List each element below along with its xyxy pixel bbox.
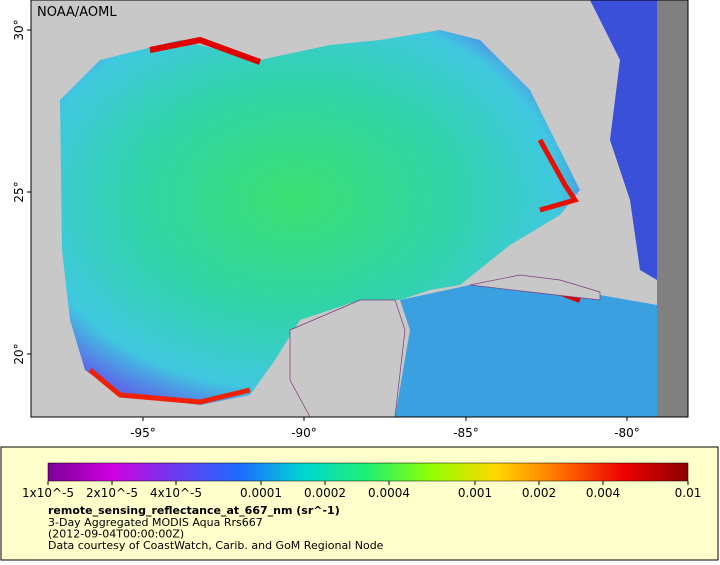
credit: NOAA/AOML	[37, 5, 117, 20]
color-bar	[47, 462, 689, 482]
coastal-high	[537, 138, 579, 213]
caption-line: 3-Day Aggregated MODIS Aqua Rrs667	[48, 516, 263, 529]
colorbar-label: 0.01	[675, 486, 702, 500]
colorbar-label: 0.001	[458, 486, 492, 500]
lat-label: 25°	[12, 181, 26, 202]
land	[289, 274, 601, 418]
colorbar-label: 0.0002	[304, 486, 346, 500]
colorbar-label: 0.004	[586, 486, 620, 500]
colorbar-label: 4x10^-5	[150, 486, 202, 500]
map-border	[30, 0, 689, 418]
lon-label: -80°	[614, 426, 640, 440]
ocean	[60, 0, 688, 417]
atlantic	[590, 0, 657, 280]
colorbar-label: 0.002	[522, 486, 556, 500]
caption-line: Data courtesy of CoastWatch, Carib. and …	[48, 539, 384, 552]
colorbar-label: 0.0001	[240, 486, 282, 500]
gulf	[60, 30, 580, 405]
lon-label: -85°	[453, 426, 479, 440]
caption-line: (2012-09-04T00:00:00Z)	[48, 528, 184, 541]
variable-name: remote_sensing_reflectance_at_667_nm (sr…	[48, 504, 340, 517]
lon-label: -90°	[291, 426, 317, 440]
lon-label: -95°	[130, 426, 156, 440]
coastal-high	[149, 36, 262, 65]
colorbar-label: 1x10^-5	[22, 486, 74, 500]
lat-label: 30°	[12, 19, 26, 40]
colorbar-label: 0.0004	[368, 486, 410, 500]
caribbean	[395, 285, 657, 417]
coastal-high	[88, 368, 251, 405]
colorbar-label: 2x10^-5	[86, 486, 138, 500]
no-data-strip	[657, 0, 688, 417]
lat-label: 20°	[12, 343, 26, 364]
